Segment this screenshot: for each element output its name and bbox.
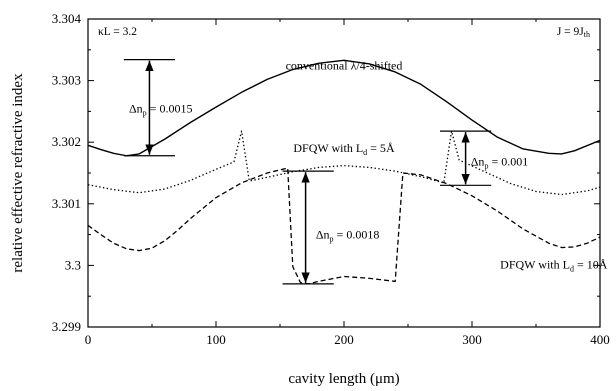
y-tick-label: 3.304 (52, 11, 82, 26)
series-line-1 (87, 130, 601, 196)
y-axis-title: relative effective refractive index (10, 73, 26, 273)
delta-label: Δnp = 0.001 (471, 154, 528, 170)
x-tick-label: 200 (334, 332, 354, 347)
annotation-layer: Δnp = 0.0015 Δnp = 0.0018 Δnp = 0.001 conve… (123, 59, 608, 285)
y-tick-label: 3.302 (52, 134, 81, 149)
x-axis-title: cavity length (μm) (288, 371, 399, 387)
axis-ticks: 0 100 200 300 400 3.299 3.3 3.301 3.302 3.303 3.30… (52, 11, 610, 347)
x-tick-label: 0 (85, 332, 92, 347)
curve-label-1: DFQW with Ld = 5Å (293, 141, 395, 157)
series-line-0 (87, 59, 601, 157)
corner-label-right: J = 9Jth (557, 26, 590, 39)
y-tick-label: 3.303 (52, 73, 81, 88)
y-tick-label: 3.299 (52, 319, 81, 334)
x-tick-label: 300 (462, 332, 482, 347)
y-tick-label: 3.3 (65, 257, 81, 272)
y-tick-label: 3.301 (52, 196, 81, 211)
x-tick-label: 400 (590, 332, 610, 347)
curve-label-2: DFQW with Ld = 10Å (500, 257, 608, 273)
delta-label: Δnp = 0.0018 (316, 228, 380, 244)
x-tick-label: 100 (206, 332, 226, 347)
curve-label-0: conventional λ/4-shifted (286, 59, 403, 73)
corner-label-left: κL = 3.2 (98, 26, 137, 38)
delta-label: Δnp = 0.0015 (129, 101, 193, 117)
series-layer (87, 59, 601, 285)
